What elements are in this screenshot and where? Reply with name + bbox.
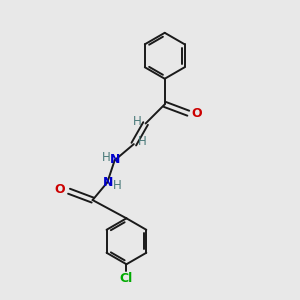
Text: Cl: Cl xyxy=(120,272,133,285)
Text: H: H xyxy=(101,151,110,164)
Text: O: O xyxy=(192,107,203,120)
Text: H: H xyxy=(138,135,146,148)
Text: H: H xyxy=(113,179,122,192)
Text: N: N xyxy=(103,176,113,190)
Text: O: O xyxy=(55,183,65,196)
Text: N: N xyxy=(110,153,120,166)
Text: H: H xyxy=(133,115,142,128)
